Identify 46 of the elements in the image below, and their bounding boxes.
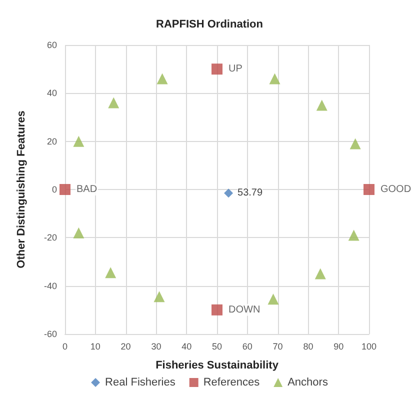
point [212,304,222,316]
legend-label: References [203,376,260,388]
point [108,97,120,108]
point [73,136,84,147]
y-tick-label: 60 [46,40,57,50]
x-axis-title: Fisheries Sustainability [156,360,280,372]
data-label: UP [228,64,243,75]
point [268,294,279,305]
point [316,100,328,111]
x-tick-label: 30 [151,342,162,352]
point [212,64,222,75]
y-axis-title: Other Distinguishing Features [16,110,28,268]
x-tick-label: 90 [334,342,344,352]
point [73,227,84,238]
y-tick-label: 0 [52,184,57,194]
point [224,188,234,198]
data-label: GOOD [380,184,411,195]
chart-title: RAPFISH Ordination [156,18,264,30]
x-tick-label: 100 [361,342,377,352]
point [154,291,165,302]
x-tick-label: 0 [62,342,68,352]
legend-label: Real Fisheries [105,376,176,388]
point [348,230,360,241]
point [269,73,280,84]
x-tick-label: 20 [120,342,131,352]
x-tick-label: 80 [303,342,314,352]
data-label: BAD [76,184,98,195]
point [314,268,326,280]
point [156,73,168,84]
data-label: DOWN [228,304,260,316]
y-tick-label: -40 [44,280,57,291]
x-tick-label: 70 [272,342,283,352]
y-tick-label: 20 [46,136,57,146]
x-tick-label: 50 [212,342,222,352]
y-tick-label: 40 [46,88,57,98]
y-tick-label: -20 [44,232,57,243]
point [60,184,70,195]
legend-label: Anchors [288,376,328,388]
point [105,267,116,278]
point [350,138,361,150]
x-tick-label: 60 [242,342,252,352]
annotation: 53.79 [238,188,263,199]
point [364,184,374,195]
y-tick-label: -60 [44,329,57,339]
x-tick-label: 40 [182,342,192,352]
x-tick-label: 10 [90,342,100,352]
